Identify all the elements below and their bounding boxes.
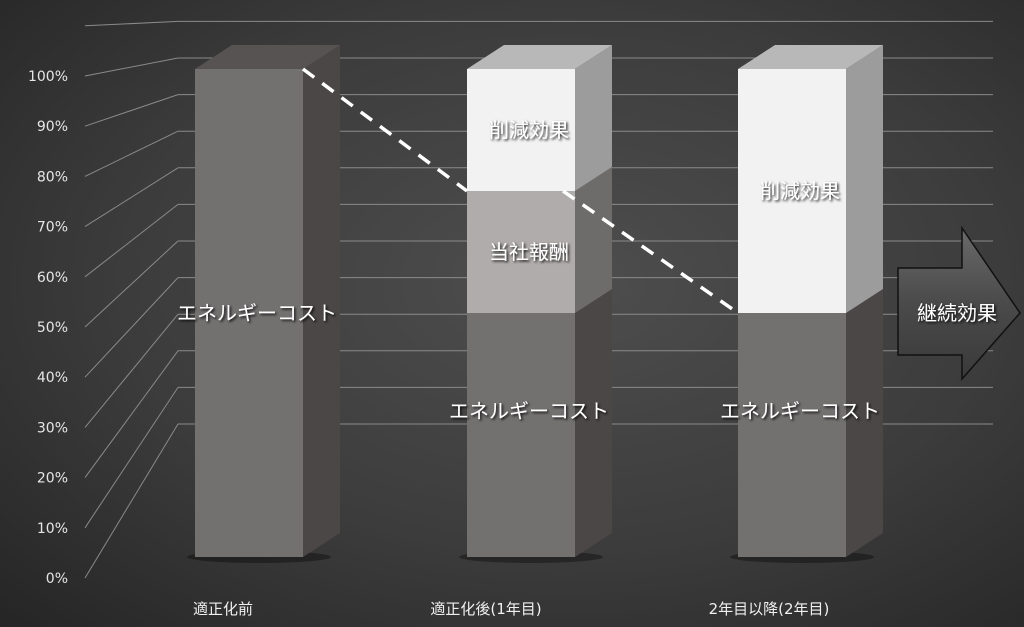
y-tick-label: 90% xyxy=(37,119,68,135)
data-label: エネルギーコスト xyxy=(449,399,609,423)
gridline-diagonal xyxy=(84,423,179,579)
data-label: 当社報酬 xyxy=(489,240,569,264)
y-tick-label: 80% xyxy=(37,169,68,185)
y-tick-label: 30% xyxy=(37,420,68,436)
y-tick-label: 60% xyxy=(37,270,68,286)
gridline-diagonal xyxy=(84,204,179,278)
y-tick-label: 10% xyxy=(37,521,68,537)
y-tick-label: 40% xyxy=(37,370,68,386)
x-axis-labels: 適正化前 適正化後(1年目) 2年目以降(2年目) xyxy=(193,600,829,618)
gridline-diagonal xyxy=(84,167,179,228)
gridline-diagonal xyxy=(84,20,179,27)
data-label: エネルギーコスト xyxy=(720,399,880,423)
gridline-diagonal xyxy=(84,94,179,127)
trend-segment xyxy=(561,189,740,315)
bar-top xyxy=(738,45,883,69)
y-axis-ticks: 0% 10% 20% 30% 40% 50% 60% 70% 80% 90% 100% xyxy=(28,69,68,587)
data-label: 削減効果 xyxy=(760,179,840,203)
bar-segment xyxy=(467,313,575,557)
bar-segment xyxy=(195,69,303,557)
bar-segment xyxy=(467,191,575,313)
x-category-label: 適正化後(1年目) xyxy=(430,600,541,618)
bar-segment xyxy=(467,69,575,191)
trend-segment xyxy=(301,67,469,193)
gridline-diagonal xyxy=(84,57,179,77)
bar-top xyxy=(467,45,612,69)
x-category-label: 適正化前 xyxy=(193,600,253,618)
bar-side xyxy=(575,45,612,191)
data-label: 削減効果 xyxy=(489,118,569,142)
gridline-diagonal xyxy=(84,240,179,328)
bar-top xyxy=(195,45,340,69)
right-arrow-shape xyxy=(897,225,1021,381)
y-tick-label: 20% xyxy=(37,471,68,487)
y-tick-label: 100% xyxy=(28,69,68,85)
bar-side xyxy=(575,167,612,313)
bars xyxy=(187,45,883,563)
bar-side xyxy=(303,45,340,557)
bar-segment xyxy=(738,69,846,313)
arrow-label: 継続効果 xyxy=(917,301,997,325)
y-tick-label: 50% xyxy=(37,320,68,336)
y-tick-label: 70% xyxy=(37,220,68,236)
data-label: エネルギーコスト xyxy=(177,301,337,325)
bar-segment xyxy=(738,313,846,557)
bar-side xyxy=(846,289,883,557)
gridline-diagonal xyxy=(84,313,179,428)
gridline-diagonal xyxy=(84,277,179,378)
trend-line xyxy=(301,67,740,315)
y-tick-label: 0% xyxy=(46,571,68,587)
x-category-label: 2年目以降(2年目) xyxy=(709,600,830,618)
gridline-diagonal xyxy=(84,350,179,478)
gridline-diagonal xyxy=(84,130,179,177)
gridline-diagonal xyxy=(84,387,179,529)
bar-side xyxy=(846,45,883,313)
bar-side xyxy=(575,289,612,557)
continuation-arrow: 継続効果 xyxy=(897,225,1021,381)
